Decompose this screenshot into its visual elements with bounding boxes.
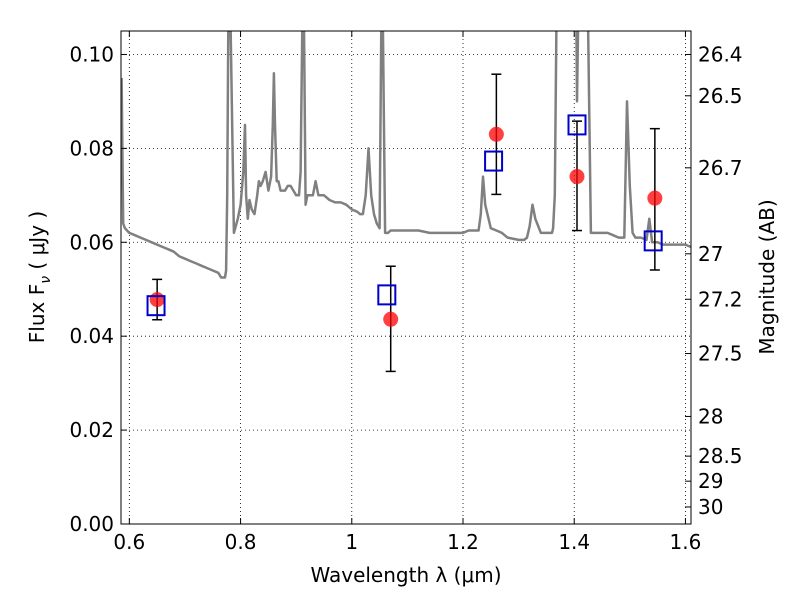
y-tick-label: 0.02 bbox=[69, 418, 114, 442]
model-flux-square bbox=[484, 150, 504, 172]
y2-tick-label: 26.4 bbox=[698, 42, 743, 66]
grid-lines bbox=[121, 31, 691, 525]
observed-flux-point bbox=[647, 190, 663, 206]
model-flux-square bbox=[146, 295, 166, 317]
observed-flux-point bbox=[383, 311, 399, 327]
x-tick-label: 1.6 bbox=[670, 530, 702, 554]
x-tick-label: 1 bbox=[345, 530, 358, 554]
y2-tick-label: 30 bbox=[698, 495, 723, 519]
y-tick-label: 0.10 bbox=[69, 42, 114, 66]
y-axis-ticks: 0.00 0.02 0.04 0.06 0.08 0.10 bbox=[69, 42, 127, 536]
model-flux-square bbox=[567, 114, 587, 136]
y2-tick-label: 29 bbox=[698, 469, 723, 493]
x-tick-label: 0.6 bbox=[113, 530, 145, 554]
secondary-y-axis-label: Magnitude (AB) bbox=[755, 199, 779, 354]
observed-flux-point bbox=[569, 169, 585, 185]
observed-flux-point bbox=[149, 292, 165, 308]
model-spectrum-line bbox=[121, 31, 691, 279]
y2-tick-label: 27.2 bbox=[698, 287, 743, 311]
x-axis-ticks: 0.6 0.8 1 1.2 1.4 1.6 bbox=[113, 31, 701, 554]
y-tick-label: 0.04 bbox=[69, 324, 114, 348]
y-tick-label: 0.00 bbox=[69, 512, 114, 536]
y2-tick-label: 26.7 bbox=[698, 156, 743, 180]
observed-flux-point bbox=[488, 126, 504, 142]
plot-frame bbox=[120, 30, 692, 525]
y2-tick-label: 27.5 bbox=[698, 342, 743, 366]
x-tick-label: 1.4 bbox=[558, 530, 590, 554]
y2-tick-label: 28 bbox=[698, 404, 723, 428]
x-axis-label: Wavelength λ (μm) bbox=[310, 563, 501, 587]
y-tick-label: 0.08 bbox=[69, 136, 114, 160]
y2-tick-label: 26.5 bbox=[698, 84, 743, 108]
model-flux-square bbox=[643, 230, 663, 252]
marker-layer bbox=[146, 114, 663, 327]
y-axis-label-unit: ( μJy ) bbox=[25, 211, 49, 276]
y-axis-label-main: Flux F bbox=[25, 284, 49, 343]
model-flux-square bbox=[377, 284, 397, 306]
y2-tick-label: 27 bbox=[698, 242, 723, 266]
y-axis-label: Flux Fν ( μJy ) bbox=[25, 211, 54, 343]
x-tick-label: 0.8 bbox=[225, 530, 257, 554]
y-tick-label: 0.06 bbox=[69, 230, 114, 254]
y2-tick-label: 28.5 bbox=[698, 444, 743, 468]
y-axis-label-subscript: ν bbox=[38, 276, 54, 284]
x-tick-label: 1.2 bbox=[447, 530, 479, 554]
model-spectrum-layer bbox=[121, 31, 691, 279]
